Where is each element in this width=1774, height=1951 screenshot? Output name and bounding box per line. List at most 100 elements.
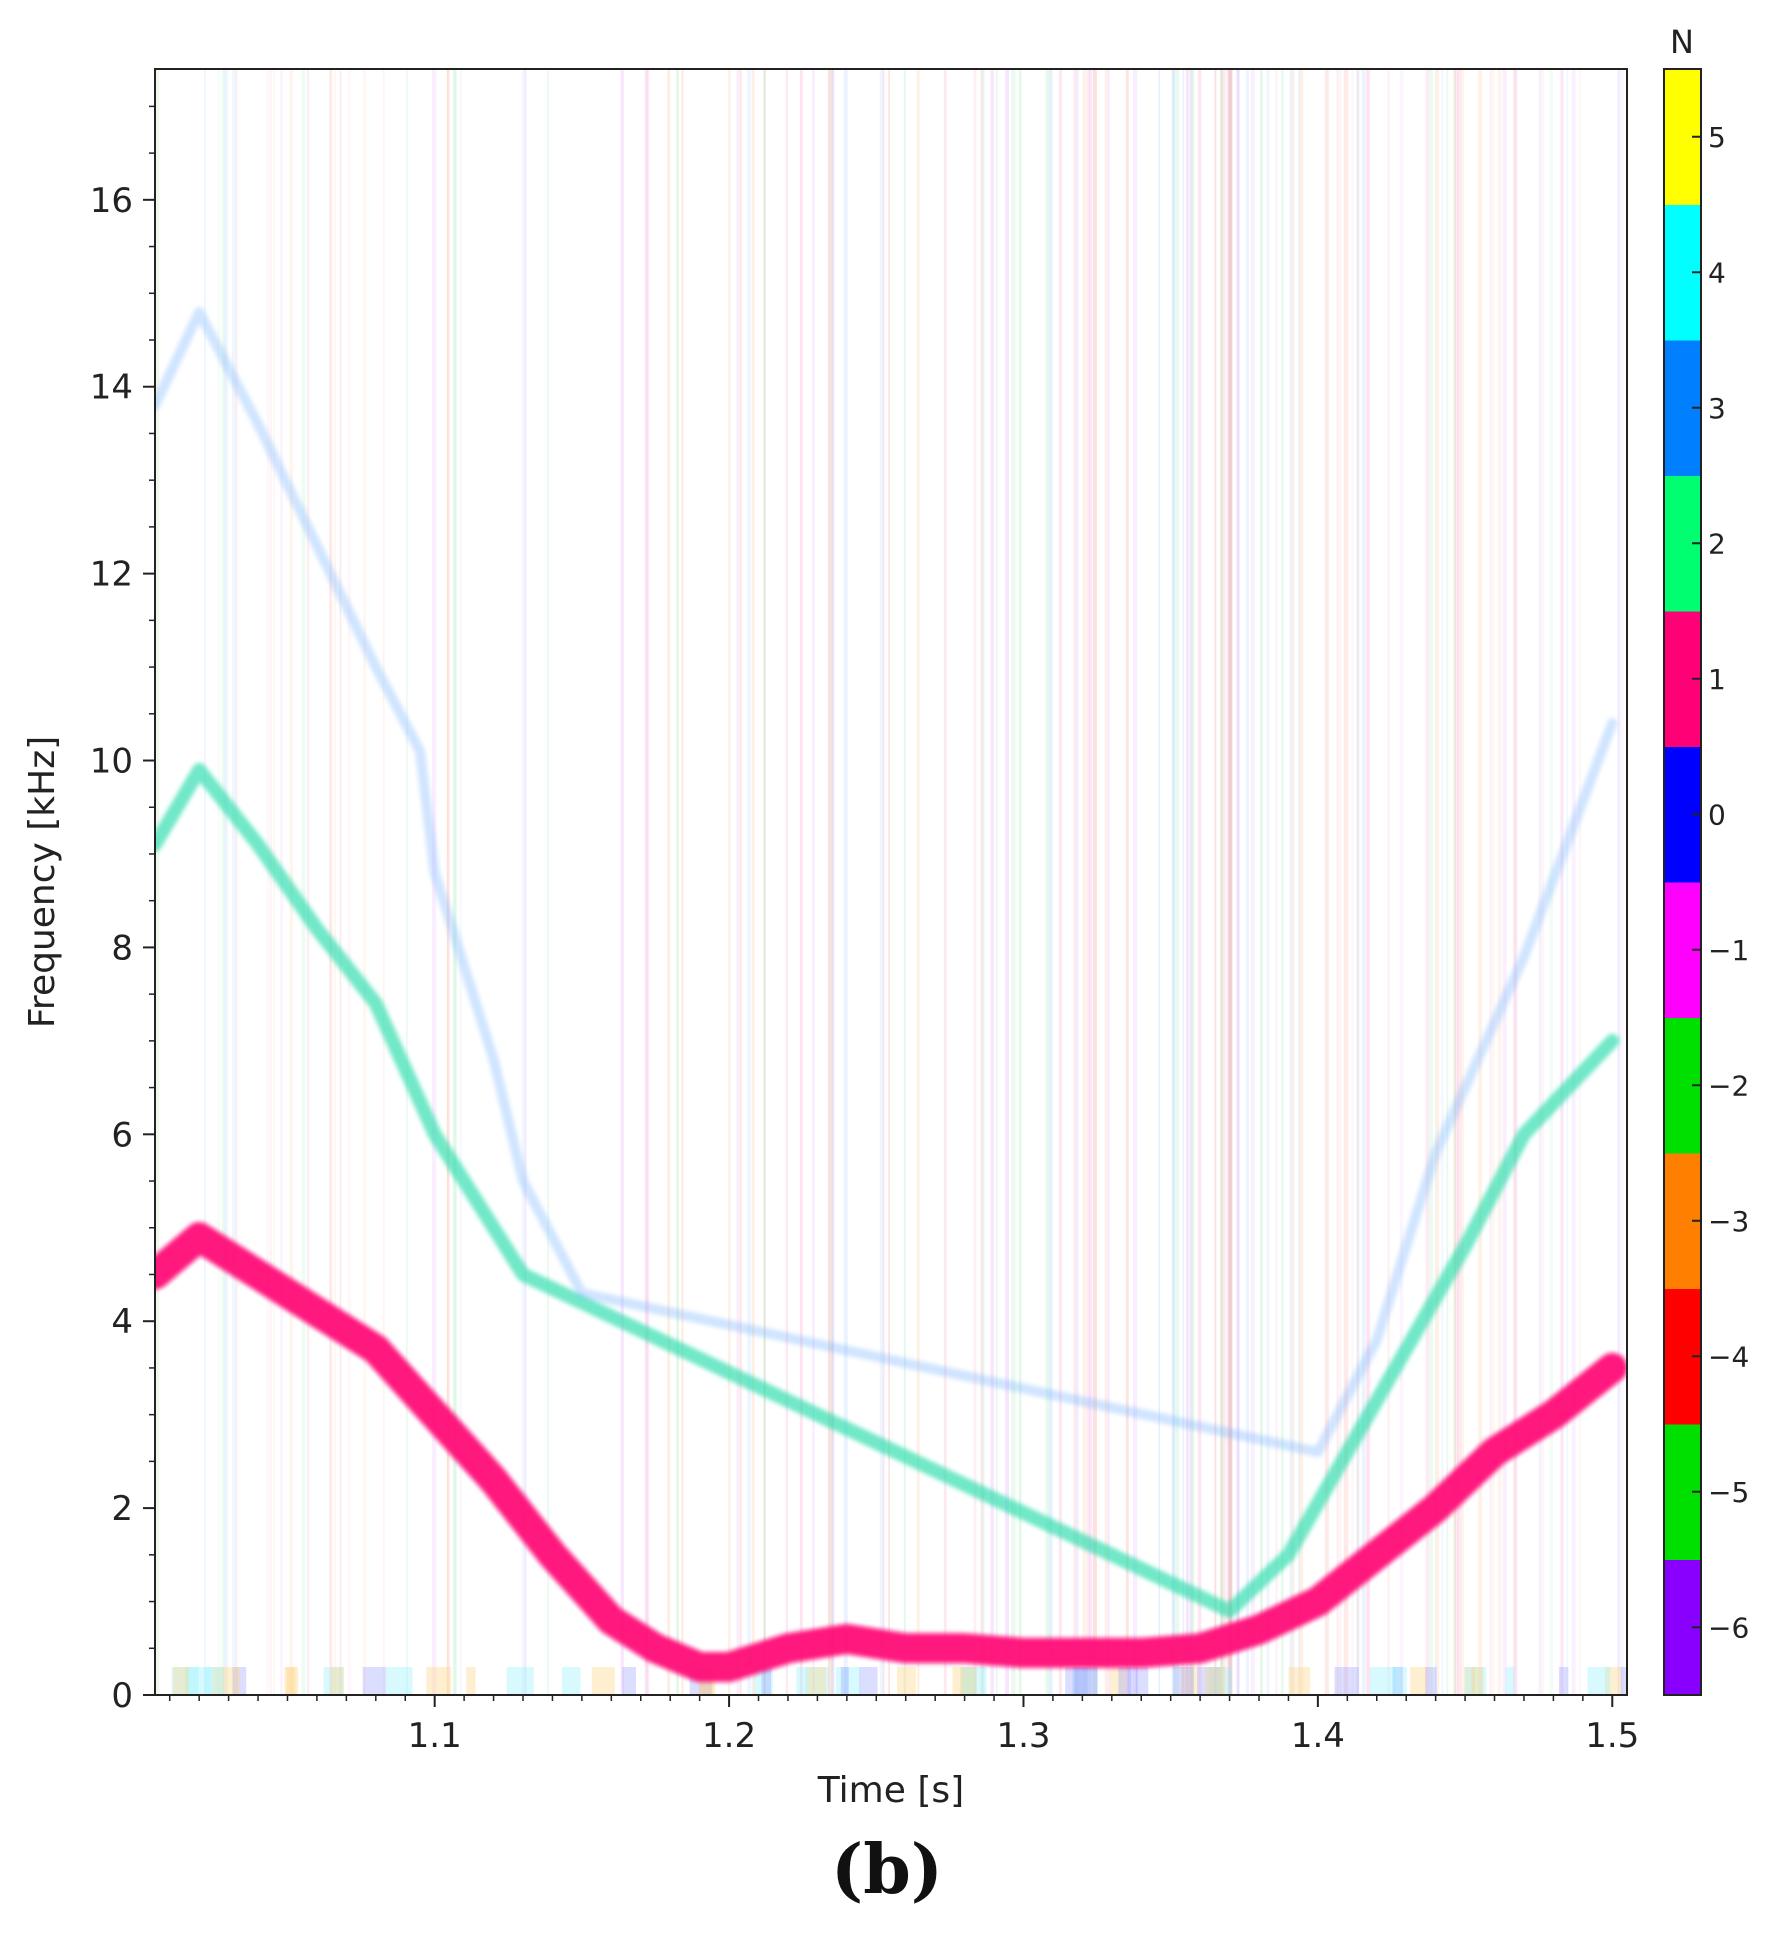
baseline-noise xyxy=(1463,1667,1476,1695)
noise-stripe xyxy=(1489,69,1493,1695)
y-tick-label: 2 xyxy=(111,1489,133,1529)
baseline-noise xyxy=(1118,1667,1132,1695)
axes: 0 2 4 6 8 10 12 14 16 1.1 1.2 1.3 1.4 1.5 xyxy=(90,105,1639,1756)
noise-stripe xyxy=(1512,69,1517,1695)
trace-mode-2 xyxy=(155,762,1620,1618)
y-axis-label: Frequency [kHz] xyxy=(22,736,63,1028)
baseline-noise xyxy=(961,1667,987,1695)
noise-stripe xyxy=(1429,69,1433,1695)
baseline-noise xyxy=(753,1667,773,1695)
noise-stripe xyxy=(1107,69,1110,1695)
baseline-noise xyxy=(959,1667,976,1695)
noise-stripe xyxy=(1246,69,1249,1695)
noise-stripe xyxy=(1571,69,1576,1695)
noise-stripe xyxy=(990,69,994,1695)
noise-stripe xyxy=(339,69,342,1695)
baseline-noise xyxy=(466,1667,476,1695)
baseline-noise xyxy=(1288,1667,1311,1695)
baseline-noise xyxy=(761,1667,772,1695)
noise-stripe xyxy=(221,69,226,1695)
x-tick-label: 1.5 xyxy=(1585,1716,1639,1756)
noise-stripe xyxy=(1566,69,1569,1695)
noise-stripe xyxy=(1339,69,1342,1695)
baseline-noise xyxy=(1180,1667,1198,1695)
noise-stripe xyxy=(446,69,449,1695)
baseline-noise xyxy=(1505,1667,1515,1695)
noise-stripe xyxy=(524,69,527,1695)
baseline-noise xyxy=(1392,1667,1403,1695)
noise-stripe xyxy=(831,69,835,1695)
colorbar-frame xyxy=(1663,68,1702,1696)
noise-stripe xyxy=(363,69,366,1695)
y-tick-label: 6 xyxy=(111,1115,133,1155)
noise-stripe xyxy=(306,69,310,1695)
noise-stripe xyxy=(1578,69,1582,1695)
noise-stripe xyxy=(1045,69,1050,1695)
baseline-noise xyxy=(284,1667,299,1695)
noise-stripe xyxy=(1366,69,1371,1695)
noise-stripe xyxy=(1289,69,1294,1695)
noise-stripe xyxy=(645,69,650,1695)
noise-stripe xyxy=(1011,69,1016,1695)
noise-stripe xyxy=(1539,69,1544,1695)
baseline-noise xyxy=(897,1667,916,1695)
y-tick-label: 8 xyxy=(111,928,133,968)
baseline-noise xyxy=(232,1667,247,1695)
baseline-noise xyxy=(622,1667,636,1695)
baseline-noise xyxy=(1205,1667,1225,1695)
baseline-noise xyxy=(840,1667,849,1695)
noise-stripe xyxy=(1236,69,1240,1695)
noise-stripe xyxy=(1298,69,1301,1695)
colorbar-tick-label: 1 xyxy=(1708,663,1726,696)
baseline-noise xyxy=(185,1667,212,1695)
noise-stripe xyxy=(266,69,269,1695)
noise-stripe xyxy=(1457,69,1462,1695)
noise-stripe xyxy=(1228,69,1232,1695)
y-tick-label: 16 xyxy=(90,181,133,221)
baseline-noise xyxy=(212,1667,240,1695)
baseline-noise xyxy=(796,1667,807,1695)
x-tick-label: 1.4 xyxy=(1291,1716,1345,1756)
noise-stripe xyxy=(1426,69,1429,1695)
baseline-noise xyxy=(1109,1667,1126,1695)
noise-stripe xyxy=(1073,69,1078,1695)
spectral-traces xyxy=(155,307,1627,1682)
noise-stripe xyxy=(1018,69,1022,1695)
colorbar-tick-label: 0 xyxy=(1708,798,1726,831)
noise-stripe xyxy=(1299,69,1304,1695)
noise-stripe xyxy=(1260,69,1263,1695)
colorbar-tick-label: 3 xyxy=(1708,392,1726,425)
noise-stripe xyxy=(1455,69,1460,1695)
y-tick-label: 0 xyxy=(111,1676,133,1716)
colorbar-tick-label: −5 xyxy=(1708,1476,1749,1509)
baseline-noise xyxy=(1065,1667,1088,1695)
noise-stripe xyxy=(1058,69,1062,1695)
baseline-noise xyxy=(952,1667,977,1695)
noise-stripe xyxy=(1361,69,1366,1695)
baseline-noise xyxy=(805,1667,829,1695)
plot-frame xyxy=(154,68,1628,1696)
baseline-noise xyxy=(426,1667,452,1695)
colorbar-title: N xyxy=(1670,23,1694,61)
noise-stripe xyxy=(269,69,273,1695)
noise-stripe xyxy=(1228,69,1233,1695)
x-axis-label: Time [s] xyxy=(817,1770,964,1811)
noise-stripe xyxy=(232,69,236,1695)
noise-stripe xyxy=(980,69,984,1695)
trace-mode-3 xyxy=(155,307,1618,1457)
noise-stripe xyxy=(736,69,739,1695)
noise-stripe xyxy=(879,69,884,1695)
noise-stripe xyxy=(1617,69,1620,1695)
noise-stripe xyxy=(1560,69,1563,1695)
baseline-noise xyxy=(331,1667,344,1695)
noise-stripe xyxy=(1357,69,1360,1695)
noise-stripe xyxy=(1275,69,1278,1695)
noise-stripe xyxy=(547,69,550,1695)
noise-stripe xyxy=(882,69,885,1695)
noise-stripe xyxy=(1343,69,1349,1695)
baseline-noise xyxy=(171,1667,199,1695)
noise-stripe xyxy=(1324,69,1329,1695)
noise-stripe xyxy=(763,69,766,1695)
colorbar: −6 −5 −4 −3 −2 −1 0 1 2 3 4 5 xyxy=(1663,68,1749,1696)
colorbar-tick-label: −4 xyxy=(1708,1340,1749,1373)
